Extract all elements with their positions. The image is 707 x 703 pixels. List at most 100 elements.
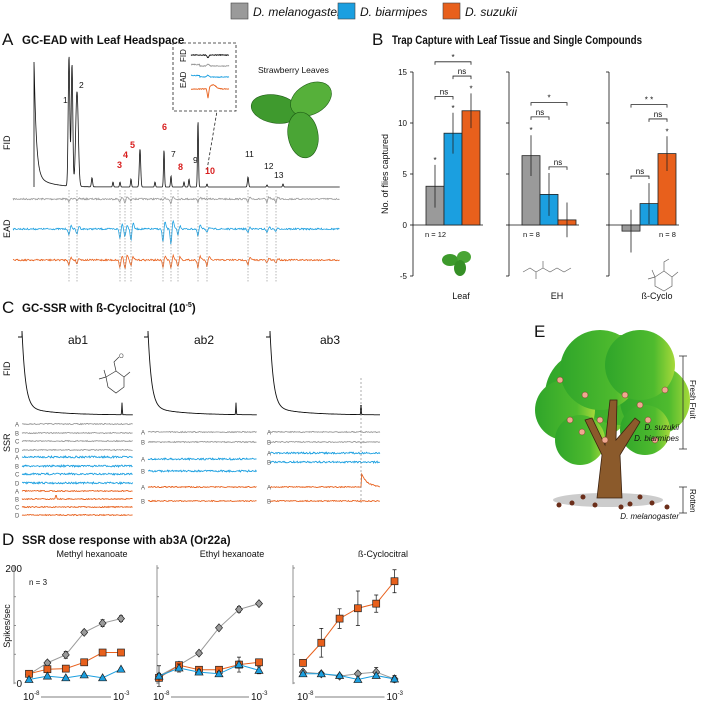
data-point-diamond [195,648,203,658]
ssr-neuron-trace [269,440,381,444]
significance-star: * [451,104,454,113]
ssr-neuron-trace [21,455,133,459]
xtick-label-min: 10-8 [23,691,40,703]
tree-crown [620,405,670,455]
rotten-fruit [556,502,562,508]
legend-label-biarmipes: D. biarmipes [360,5,427,19]
ssr-neuron-trace [147,440,257,444]
fresh-fruit [556,376,564,384]
ssr-neuron-trace [21,439,133,443]
peak-label: 3 [117,160,122,170]
leaflet [442,254,458,266]
ground-shadow [553,493,663,507]
data-point-diamond [215,623,223,633]
panel-a: A GC-EAD with Leaf Headspace FID EAD FID… [2,30,340,283]
cyclocitral-structure-icon [647,258,679,292]
neuron-label: C [15,473,20,479]
significance-star: * [665,127,668,136]
panel-d-title: SSR dose response with ab3A (Or22a) [22,535,231,547]
dose-chart-title: Methyl hexanoate [56,549,127,559]
data-point-triangle [389,674,400,683]
data-point-triangle [24,674,34,683]
data-point-triangle [334,670,345,679]
data-point-triangle [254,665,264,674]
neuron-label: B [141,470,145,476]
c-fid-label: FID [2,361,12,376]
ssr-neuron-trace [21,463,133,469]
inset-box [172,42,237,112]
rotten-fruit [649,500,655,506]
data-point-diamond [235,604,243,614]
rotten-fruit [580,494,586,500]
dose-series-line [28,652,121,675]
xtick-exp: -8 [308,691,314,697]
peak-label: 8 [178,162,183,172]
neuron-label: A [267,486,271,492]
neuron-label: A [141,431,145,437]
comparison-label: ns [536,108,544,117]
ssr-neuron-trace [22,422,133,426]
neuron-label: D [15,449,20,455]
data-point-diamond [117,614,125,624]
ssr-neuron-trace [147,457,257,462]
neuron-label: B [267,461,271,467]
xtick-base: 10 [251,692,263,703]
cyclocitral-oxygen-atom: O [119,354,124,360]
dose-series-line [302,580,395,664]
panel-letter-d: D [2,530,14,549]
comparison-label: * * [645,96,653,105]
dose-series-line [158,603,260,677]
rotten-fruit [637,494,643,500]
ssr-fid-trace [144,330,257,416]
comparison-bracket [530,116,550,120]
ssr-neuron-trace [147,485,257,489]
bar-ytick-label: 10 [398,119,407,128]
panel-c-title-close: ) [192,303,196,315]
dose-annotation: n = 3 [29,578,48,587]
data-point-square [299,659,307,667]
sensillum-label-ab3: ab3 [320,333,340,347]
xtick-label-max: 10-3 [251,691,268,703]
ead-axis-label: EAD [2,219,12,238]
xtick-label-min: 10-8 [297,691,314,703]
ssr-neuron-trace [21,448,133,452]
xtick-label-max: 10-3 [387,691,404,703]
fresh-fruit [596,416,604,424]
ethyl-hexanoate-structure-icon [522,261,572,279]
panel-c-title-main: GC-SSR with ß-Cyclocitral (10 [22,303,186,315]
xtick-exp: -3 [262,691,268,697]
xtick-base: 10 [387,692,399,703]
inset-ead-suzukii [190,84,230,99]
xtick-base: 10 [113,692,125,703]
fresh-species-1: D. suzukii [644,423,679,432]
fresh-fruit [636,401,644,409]
legend-swatch-suzukii [442,2,461,20]
fid-axis-label: FID [2,135,12,150]
tree-crown [605,330,675,400]
fresh-fruit [601,436,609,444]
data-point-square [390,577,399,586]
bar-ytick-label: 0 [403,221,408,230]
peak-label: 12 [264,161,274,171]
bar-chart-ylabel: No. of flies captured [380,134,390,214]
ssr-neuron-trace [147,430,257,434]
neuron-label: A [141,458,145,464]
panel-c: C GC-SSR with ß-Cyclocitral (10-5) FID S… [2,298,381,520]
rotten-fruit [664,504,670,510]
data-point-square [98,648,107,657]
dose-series-line [28,668,122,681]
neuron-label: B [141,441,145,447]
inset-connector [206,110,218,171]
ssr-neuron-trace [22,480,134,485]
leaflet [454,260,466,276]
fresh-fruit [566,416,574,424]
xtick-base: 10 [23,692,35,703]
inset-ead-biarmipes [190,74,230,79]
neuron-label: D [15,514,20,520]
ssr-neuron-trace [147,499,257,503]
ssr-fid-trace [18,330,133,416]
legend-label-melanogaster: D. melanogaster [253,5,342,19]
